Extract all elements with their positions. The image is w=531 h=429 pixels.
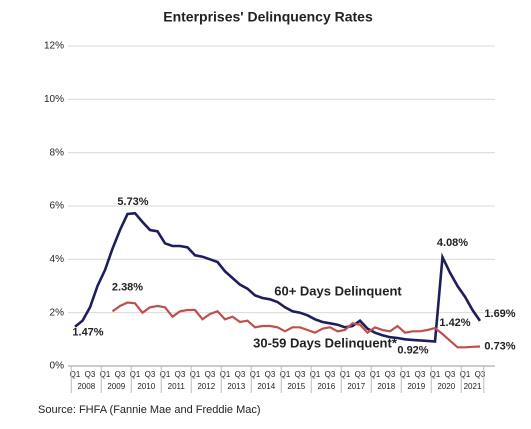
x-tick-label: Q3: [115, 370, 126, 379]
x-tick-label: Q3: [295, 370, 306, 379]
x-tick-label: Q1: [370, 370, 381, 379]
x-tick-label: Q3: [145, 370, 156, 379]
x-tick-label: Q3: [85, 370, 96, 379]
y-tick-label: 6%: [50, 201, 65, 212]
x-tick-label: Q3: [265, 370, 276, 379]
x-tick-label: Q1: [220, 370, 231, 379]
x-tick-label: Q3: [355, 370, 366, 379]
series-label: 30-59 Days Delinquent*: [253, 335, 398, 350]
x-tick-label: Q3: [235, 370, 246, 379]
x-tick-label: Q1: [430, 370, 441, 379]
year-label: 2009: [107, 382, 125, 391]
data-label: 1.47%: [72, 327, 103, 339]
y-tick-label: 2%: [50, 307, 65, 318]
year-label: 2013: [227, 382, 245, 391]
chart-title: Enterprises' Delinquency Rates: [163, 9, 373, 25]
year-label: 2019: [407, 382, 425, 391]
y-tick-label: 8%: [50, 147, 65, 158]
x-tick-label: Q3: [175, 370, 186, 379]
year-label: 2008: [77, 382, 95, 391]
x-tick-label: Q1: [400, 370, 411, 379]
x-tick-label: Q1: [100, 370, 111, 379]
series-line: [74, 211, 482, 343]
data-label: 4.08%: [437, 237, 468, 249]
year-label: 2012: [197, 382, 215, 391]
x-tick-label: Q3: [445, 370, 456, 379]
year-label: 2021: [464, 382, 482, 391]
data-label: 1.69%: [484, 308, 515, 320]
y-tick-label: 4%: [50, 254, 65, 265]
y-tick-label: 12%: [44, 41, 64, 52]
source-note: Source: FHFA (Fannie Mae and Freddie Mac…: [38, 404, 261, 416]
x-tick-label: Q1: [130, 370, 141, 379]
year-label: 2017: [347, 382, 365, 391]
year-label: 2010: [137, 382, 155, 391]
x-tick-label: Q1: [280, 370, 291, 379]
x-tick-label: Q3: [325, 370, 336, 379]
data-label: 1.42%: [439, 317, 470, 329]
x-tick-label: Q3: [385, 370, 396, 379]
x-tick-label: Q1: [310, 370, 321, 379]
x-tick-label: Q3: [205, 370, 216, 379]
x-tick-label: Q1: [160, 370, 171, 379]
series-label: 60+ Days Delinquent: [274, 283, 402, 298]
x-tick-label: Q1: [250, 370, 261, 379]
year-label: 2016: [317, 382, 335, 391]
year-label: 2020: [437, 382, 455, 391]
x-tick-label: Q1: [190, 370, 201, 379]
x-tick-label: Q3: [415, 370, 426, 379]
year-label: 2014: [257, 382, 275, 391]
series-line: [111, 301, 481, 349]
data-label: 0.92%: [397, 344, 428, 356]
year-label: 2011: [168, 382, 186, 391]
x-tick-label: Q3: [475, 370, 486, 379]
x-tick-label: Q1: [70, 370, 81, 379]
y-tick-label: 10%: [44, 94, 64, 105]
data-label: 5.73%: [117, 196, 148, 208]
y-tick-label: 0%: [50, 361, 65, 372]
year-label: 2015: [287, 382, 305, 391]
year-label: 2018: [377, 382, 395, 391]
data-label: 2.38%: [112, 281, 143, 293]
data-label: 0.73%: [484, 340, 515, 352]
x-tick-label: Q1: [460, 370, 471, 379]
x-tick-label: Q1: [340, 370, 351, 379]
